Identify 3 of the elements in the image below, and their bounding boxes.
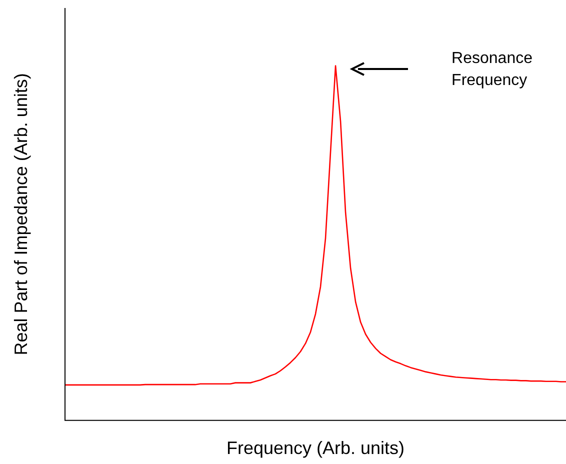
y-axis-title: Real Part of Impedance (Arb. units) — [10, 73, 31, 356]
annotation: Resonance Frequency — [452, 50, 533, 90]
x-axis-title: Frequency (Arb. units) — [226, 438, 405, 458]
